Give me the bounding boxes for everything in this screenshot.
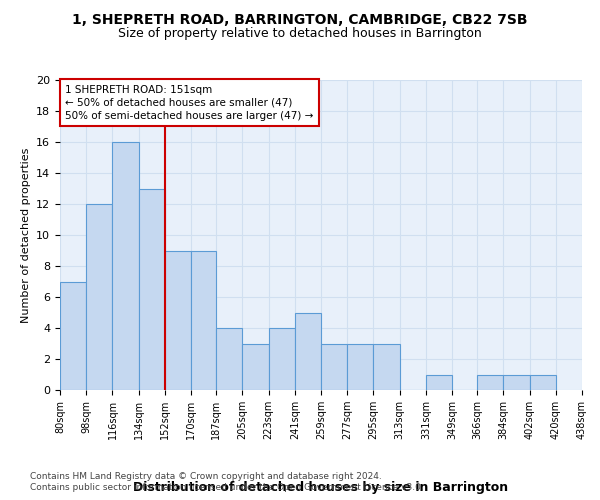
Text: Contains public sector information licensed under the Open Government Licence v3: Contains public sector information licen… — [30, 484, 424, 492]
X-axis label: Distribution of detached houses by size in Barrington: Distribution of detached houses by size … — [133, 481, 509, 494]
Bar — [477, 374, 503, 390]
Text: 1 SHEPRETH ROAD: 151sqm
← 50% of detached houses are smaller (47)
50% of semi-de: 1 SHEPRETH ROAD: 151sqm ← 50% of detache… — [65, 84, 314, 121]
Bar — [60, 282, 86, 390]
Y-axis label: Number of detached properties: Number of detached properties — [20, 148, 31, 322]
Bar — [426, 374, 452, 390]
Bar — [373, 344, 400, 390]
Bar — [347, 344, 373, 390]
Text: Contains HM Land Registry data © Crown copyright and database right 2024.: Contains HM Land Registry data © Crown c… — [30, 472, 382, 481]
Bar — [269, 328, 295, 390]
Bar — [112, 142, 139, 390]
Bar — [530, 374, 556, 390]
Bar — [503, 374, 530, 390]
Bar — [295, 312, 321, 390]
Bar — [86, 204, 112, 390]
Bar — [216, 328, 242, 390]
Text: 1, SHEPRETH ROAD, BARRINGTON, CAMBRIDGE, CB22 7SB: 1, SHEPRETH ROAD, BARRINGTON, CAMBRIDGE,… — [72, 12, 528, 26]
Bar — [165, 250, 191, 390]
Bar — [139, 188, 165, 390]
Bar — [321, 344, 347, 390]
Bar — [191, 250, 216, 390]
Bar — [242, 344, 269, 390]
Text: Size of property relative to detached houses in Barrington: Size of property relative to detached ho… — [118, 28, 482, 40]
